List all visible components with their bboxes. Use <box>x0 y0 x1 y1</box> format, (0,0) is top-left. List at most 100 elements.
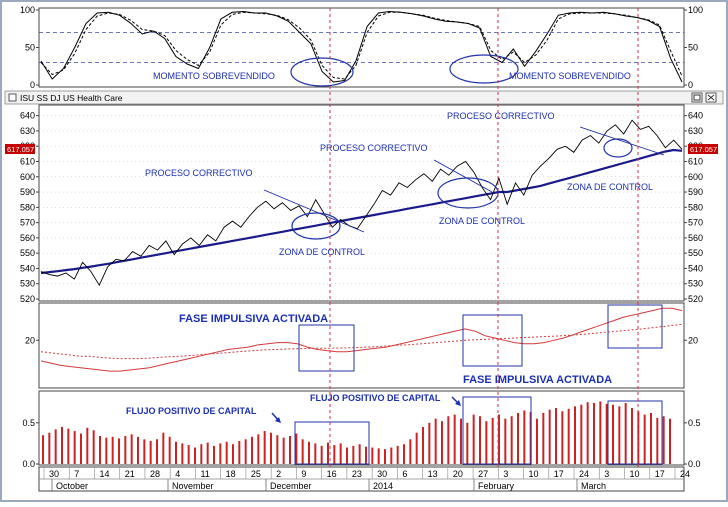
momentum-signal-line <box>40 11 683 80</box>
x-day-label-8: 25 <box>251 469 261 479</box>
control-ellipse-3 <box>603 138 633 158</box>
x-day-label-10: 9 <box>301 469 306 479</box>
x-day-label-15: 13 <box>428 469 438 479</box>
y-tick-right-price-12: 640 <box>688 111 703 121</box>
y-tick-right-flow-1: 0.5 <box>688 418 701 428</box>
x-day-label-7: 18 <box>226 469 236 479</box>
x-day-label-2: 14 <box>99 469 109 479</box>
x-axis: 30 7 14 21 28 4 11 18 25 2 9 16 23 30 6 13 20 27 3 10 17 24 3 1… <box>38 466 690 492</box>
x-month-label-3: 2014 <box>373 481 393 491</box>
annotation-flujo-1: FLUJO POSITIVO DE CAPITAL <box>126 406 257 416</box>
y-tick-left-price-2: 540 <box>20 263 35 273</box>
y-tick-right-price-8: 600 <box>688 172 703 182</box>
phase-box-2 <box>462 314 523 367</box>
x-day-label-9: 2 <box>276 469 281 479</box>
price-line <box>40 119 683 287</box>
vertical-guides <box>329 8 639 468</box>
y-tick-left-momentum-2: 100 <box>20 5 35 15</box>
x-day-label-5: 4 <box>175 469 180 479</box>
x-day-label-19: 10 <box>529 469 539 479</box>
restore-icon[interactable] <box>691 92 703 103</box>
price-badge-left: 617.057 <box>5 144 35 154</box>
y-tick-left-momentum-0: 0 <box>30 80 35 90</box>
annotation-fase-1: FASE IMPULSIVA ACTIVADA <box>179 313 328 325</box>
momentum-ticks: 0 0 50 50 100 100 <box>20 5 703 90</box>
y-tick-left-price-8: 600 <box>20 172 35 182</box>
x-day-label-20: 17 <box>554 469 564 479</box>
x-day-label-22: 3 <box>604 469 609 479</box>
x-day-label-16: 20 <box>453 469 463 479</box>
flow-bars <box>42 401 671 464</box>
y-tick-left-price-5: 570 <box>20 218 35 228</box>
flujo-arrow-1 <box>271 412 281 423</box>
chart-window-icon <box>8 93 17 102</box>
annotation-flujo-2: FLUJO POSITIVO DE CAPITAL <box>310 393 441 403</box>
oscillator-fast-line <box>40 307 683 372</box>
price-plot-area <box>38 104 685 302</box>
y-tick-left-price-1: 530 <box>20 279 35 289</box>
title-bar-bg <box>4 90 724 105</box>
annotation-zona-1: ZONA DE CONTROL <box>279 247 365 257</box>
y-tick-right-momentum-2: 100 <box>688 5 703 15</box>
x-day-label-4: 28 <box>150 469 160 479</box>
oscillator-panel: 20 20 FASE IMPULSIVA ACTIVADA FASE IMPULS… <box>25 302 698 389</box>
y-tick-right-price-5: 570 <box>688 218 703 228</box>
phase-box-3 <box>607 304 663 349</box>
x-day-label-23: 10 <box>630 469 640 479</box>
y-tick-left-flow-1: 0.5 <box>22 418 35 428</box>
y-tick-right-flow-0: 0.0 <box>688 459 701 469</box>
oversold-ellipse-2 <box>449 54 519 84</box>
x-month-label-2: December <box>270 481 312 491</box>
oscillator-ticks: 20 20 <box>25 335 698 345</box>
x-month-label-1: November <box>172 481 214 491</box>
x-day-label-14: 6 <box>402 469 407 479</box>
oversold-ellipse-1 <box>290 57 354 87</box>
trendline-2 <box>433 159 493 193</box>
close-icon[interactable] <box>705 92 717 103</box>
x-month-label-0: October <box>56 481 88 491</box>
price-ticks: 520 520 530 530 540 540 550 550 560 560 570 570 580 5… <box>20 111 703 304</box>
x-day-label-0: 30 <box>49 469 59 479</box>
y-tick-left-momentum-1: 50 <box>25 43 35 53</box>
x-day-label-21: 24 <box>579 469 589 479</box>
y-tick-left-price-6: 580 <box>20 202 35 212</box>
trendline-1 <box>263 189 365 233</box>
x-day-label-6: 11 <box>200 469 209 479</box>
annotation-proceso-2: PROCESO CORRECTIVO <box>320 143 428 153</box>
y-tick-right-price-9: 610 <box>688 156 703 166</box>
annotation-proceso-3: PROCESO CORRECTIVO <box>447 111 555 121</box>
oscillator-lines <box>40 307 683 372</box>
y-tick-right-price-1: 530 <box>688 279 703 289</box>
annotation-momento-2: MOMENTO SOBREVENDIDO <box>509 71 631 81</box>
price-title-bar: ISU SS DJ US Health Care <box>4 90 724 105</box>
x-day-label-3: 21 <box>125 469 135 479</box>
x-day-label-25: 24 <box>680 469 690 479</box>
y-tick-left-price-0: 520 <box>20 294 35 304</box>
control-ellipse-1 <box>291 212 341 240</box>
x-month-labels: October November December 2014 February March <box>51 479 606 491</box>
y-tick-right-price-0: 520 <box>688 294 703 304</box>
annotation-zona-3: ZONA DE CONTROL <box>567 182 653 192</box>
flujo-arrow-2 <box>451 396 461 406</box>
y-tick-left-price-9: 610 <box>20 156 35 166</box>
annotation-fase-2: FASE IMPULSIVA ACTIVADA <box>463 374 612 386</box>
price-badge-right: 617.057 <box>688 144 718 154</box>
flow-box-2 <box>462 396 532 465</box>
window-title: ISU SS DJ US Health Care <box>20 93 123 103</box>
svg-text:617.057: 617.057 <box>7 145 34 154</box>
y-tick-left-price-3: 550 <box>20 248 35 258</box>
y-tick-right-price-6: 580 <box>688 202 703 212</box>
trendline-3 <box>579 126 665 156</box>
annotation-zona-2: ZONA DE CONTROL <box>439 216 525 226</box>
flow-box-3 <box>607 400 663 465</box>
oscillator-plot-area <box>38 302 685 389</box>
y-tick-left-price-11: 630 <box>20 126 35 136</box>
x-day-label-17: 27 <box>478 469 488 479</box>
y-tick-right-price-2: 540 <box>688 263 703 273</box>
x-month-label-4: February <box>478 481 515 491</box>
y-tick-right-price-3: 550 <box>688 248 703 258</box>
x-day-label-1: 7 <box>74 469 79 479</box>
annotation-proceso-1: PROCESO CORRECTIVO <box>145 168 253 178</box>
x-month-label-5: March <box>581 481 606 491</box>
